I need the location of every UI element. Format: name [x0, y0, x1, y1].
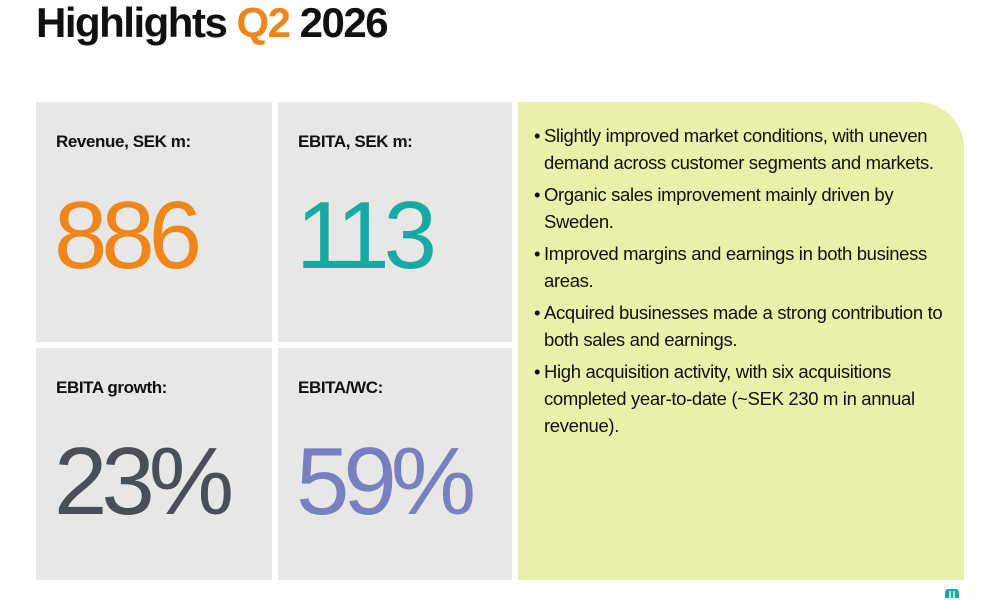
title-text: Highlights [36, 0, 237, 46]
kpi-label-ebita: EBITA, SEK m: [298, 132, 413, 151]
bullet-icon: • [534, 125, 541, 146]
bullet-icon: • [534, 302, 541, 323]
kpi-value-ebita: 113 [296, 182, 437, 289]
highlight-text: Improved margins and earnings in both bu… [544, 243, 927, 291]
logo-arch-shape [945, 589, 959, 598]
highlight-item: • High acquisition activity, with six acq… [534, 358, 944, 439]
bullet-icon: • [534, 184, 541, 205]
highlight-text: Acquired businesses made a strong contri… [544, 302, 943, 350]
logo-gap-right [953, 591, 955, 598]
kpi-tile-ebita: EBITA, SEK m: 113 [278, 102, 512, 342]
kpi-label-ebita-wc: EBITA/WC: [298, 378, 383, 397]
kpi-tile-ebita-growth: EBITA growth: 23% [36, 348, 272, 580]
highlight-item: • Organic sales improvement mainly driven… [534, 181, 944, 235]
title-quarter: Q2 [236, 0, 291, 46]
highlight-item: • Slightly improved market conditions, wi… [534, 122, 944, 176]
logo-gap-left [949, 591, 951, 598]
highlight-text: Organic sales improvement mainly driven … [544, 184, 894, 232]
kpi-value-ebita-wc: 59% [296, 428, 476, 535]
kpi-value-revenue: 886 [54, 182, 202, 289]
kpi-label-ebita-growth: EBITA growth: [56, 378, 167, 397]
highlights-panel: • Slightly improved market conditions, wi… [518, 102, 964, 580]
company-logo-icon [945, 589, 959, 598]
highlight-text: Slightly improved market conditions, wit… [544, 125, 934, 173]
kpi-tile-ebita-wc: EBITA/WC: 59% [278, 348, 512, 580]
kpi-tile-revenue: Revenue, SEK m: 886 [36, 102, 272, 342]
highlights-list: • Slightly improved market conditions, wi… [534, 122, 944, 439]
kpi-label-revenue: Revenue, SEK m: [56, 132, 191, 151]
bullet-icon: • [534, 243, 541, 264]
bullet-icon: • [534, 361, 541, 382]
page-title: Highlights Q2 2026 [36, 0, 389, 50]
highlight-text: High acquisition activity, with six acqu… [544, 361, 915, 436]
kpi-value-ebita-growth: 23% [54, 428, 234, 535]
title-year: 2026 [289, 0, 389, 46]
highlight-item: • Acquired businesses made a strong contr… [534, 299, 944, 353]
highlight-item: • Improved margins and earnings in both b… [534, 240, 944, 294]
